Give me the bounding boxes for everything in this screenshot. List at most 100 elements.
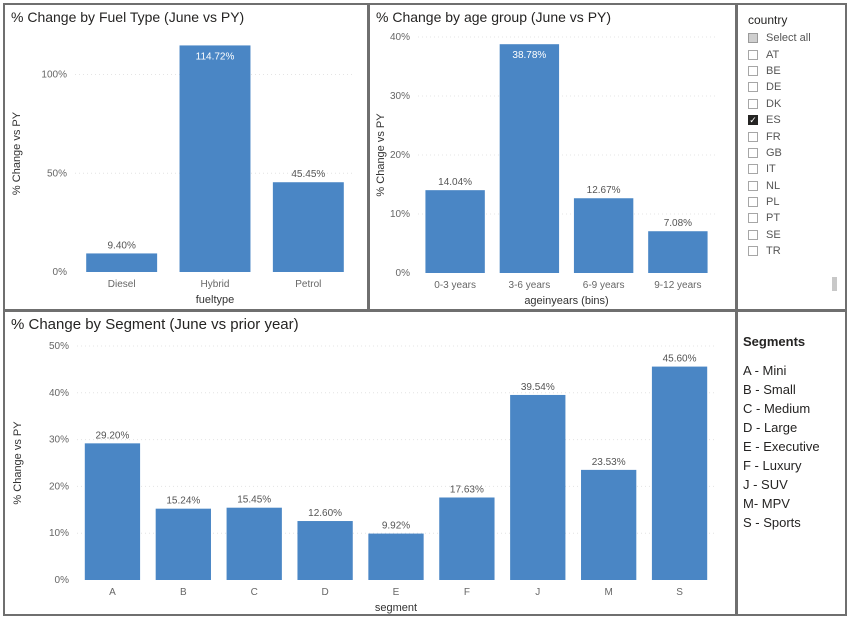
x-tick-label: F [464, 587, 470, 598]
slicer-item-label: PT [766, 212, 781, 225]
bar [226, 507, 282, 580]
segment-legend-item: C - Medium [743, 401, 811, 416]
slicer-scrollbar[interactable] [832, 277, 837, 291]
slicer-item-gb[interactable]: GB [748, 145, 845, 161]
y-tick-label: 30% [390, 91, 410, 102]
bar [573, 198, 634, 273]
x-tick-label: A [109, 587, 116, 598]
slicer-item-label: BE [766, 64, 781, 77]
checkbox[interactable] [748, 65, 758, 76]
y-tick-label: 100% [41, 70, 67, 81]
data-label: 23.53% [592, 457, 626, 468]
x-tick-label: S [676, 587, 683, 598]
checkbox[interactable] [748, 197, 758, 208]
slicer-item-be[interactable]: BE [748, 63, 845, 79]
slicer-item-label: GB [766, 146, 782, 159]
y-axis-title: % Change vs PY [12, 421, 24, 505]
fuel-type-bar-chart: 0% 50% 100% 9.40% Diesel 114.72% Hybrid 45.45% P… [11, 45, 355, 306]
slicer-item-label: AT [766, 48, 780, 61]
x-axis-title: fueltype [196, 294, 235, 306]
bar [499, 44, 560, 273]
x-tick-label: J [535, 587, 540, 598]
checkbox[interactable] [748, 213, 758, 224]
x-tick-label: M [604, 587, 612, 598]
y-tick-label: 30% [49, 435, 69, 446]
segment-legend-item: B - Small [743, 382, 796, 397]
data-label: 9.40% [107, 240, 135, 251]
x-tick-label: 3-6 years [509, 280, 551, 291]
slicer-item-select-all[interactable]: Select all [748, 30, 845, 46]
y-tick-label: 0% [396, 268, 411, 279]
x-tick-label: 6-9 years [583, 280, 625, 291]
segment-legend-item: J - SUV [743, 477, 788, 492]
data-label: 15.45% [237, 495, 271, 506]
slicer-item-at[interactable]: AT [748, 46, 845, 62]
y-tick-label: 40% [390, 32, 410, 43]
y-axis-title: % Change vs PY [375, 113, 387, 197]
slicer-list: Select all AT BE DE DK ES FR GB IT NL PL PT SE TR [748, 30, 845, 259]
slicer-item-pt[interactable]: PT [748, 210, 845, 226]
y-axis-title: % Change vs PY [11, 111, 23, 195]
slicer-item-es[interactable]: ES [748, 112, 845, 128]
segment-chart-title: % Change by Segment (June vs prior year) [11, 316, 299, 333]
data-label: 39.54% [521, 382, 555, 393]
segments-legend-heading: Segments [743, 334, 806, 349]
data-label: 114.72% [196, 51, 235, 62]
segment-chart-panel: 0% 10% 20% 30% 40% 50% 29.20% A 15.24% B 15.45% C 12… [3, 310, 737, 616]
data-label: 29.20% [95, 430, 129, 441]
data-label: 45.45% [291, 169, 325, 180]
checkbox[interactable] [748, 82, 758, 93]
checkbox[interactable] [748, 115, 758, 126]
x-tick-label: 9-12 years [654, 280, 701, 291]
data-label: 14.04% [438, 177, 472, 188]
slicer-item-se[interactable]: SE [748, 227, 845, 243]
age-chart-title: % Change by age group (June vs PY) [376, 9, 612, 25]
checkbox[interactable] [748, 246, 758, 257]
y-tick-label: 10% [390, 209, 410, 220]
x-tick-label: D [321, 587, 328, 598]
slicer-item-label: ES [766, 114, 781, 127]
country-slicer-panel: country Select all AT BE DE DK ES FR GB IT NL PL PT… [736, 3, 847, 311]
y-tick-label: 50% [47, 168, 67, 179]
checkbox[interactable] [748, 180, 758, 191]
slicer-item-label: DK [766, 97, 782, 110]
checkbox[interactable] [748, 49, 758, 60]
data-label: 38.78% [512, 50, 546, 61]
age-group-chart-panel: 0% 10% 20% 30% 40% 14.04% 0-3 years 38.78% 3-6 y… [368, 3, 737, 311]
segment-legend-item: E - Executive [743, 439, 820, 454]
checkbox[interactable] [748, 147, 758, 158]
slicer-item-label: IT [766, 163, 776, 176]
bar [439, 497, 495, 580]
data-label: 9.92% [382, 521, 410, 532]
checkbox[interactable] [748, 33, 758, 44]
x-axis-title: segment [375, 602, 417, 614]
slicer-item-de[interactable]: DE [748, 79, 845, 95]
slicer-item-dk[interactable]: DK [748, 96, 845, 112]
x-tick-label: Petrol [295, 279, 321, 290]
bar [272, 182, 344, 272]
data-label: 12.60% [308, 508, 342, 519]
y-tick-label: 40% [49, 388, 69, 399]
bar [86, 253, 158, 272]
checkbox[interactable] [748, 229, 758, 240]
bar [155, 508, 211, 580]
y-tick-label: 0% [53, 267, 68, 278]
bar [648, 231, 708, 273]
slicer-item-it[interactable]: IT [748, 161, 845, 177]
slicer-item-label: TR [766, 245, 781, 258]
checkbox[interactable] [748, 98, 758, 109]
checkbox[interactable] [748, 131, 758, 142]
data-label: 45.60% [663, 354, 697, 365]
slicer-item-tr[interactable]: TR [748, 243, 845, 259]
slicer-item-nl[interactable]: NL [748, 178, 845, 194]
bar [425, 190, 485, 273]
slicer-item-pl[interactable]: PL [748, 194, 845, 210]
segment-legend-item: M- MPV [743, 496, 790, 511]
slicer-title: country [748, 13, 788, 27]
checkbox[interactable] [748, 164, 758, 175]
slicer-item-fr[interactable]: FR [748, 128, 845, 144]
segment-legend-item: D - Large [743, 420, 798, 435]
bar [179, 45, 251, 272]
segment-legend-item: S - Sports [743, 515, 801, 530]
bar [581, 469, 637, 580]
